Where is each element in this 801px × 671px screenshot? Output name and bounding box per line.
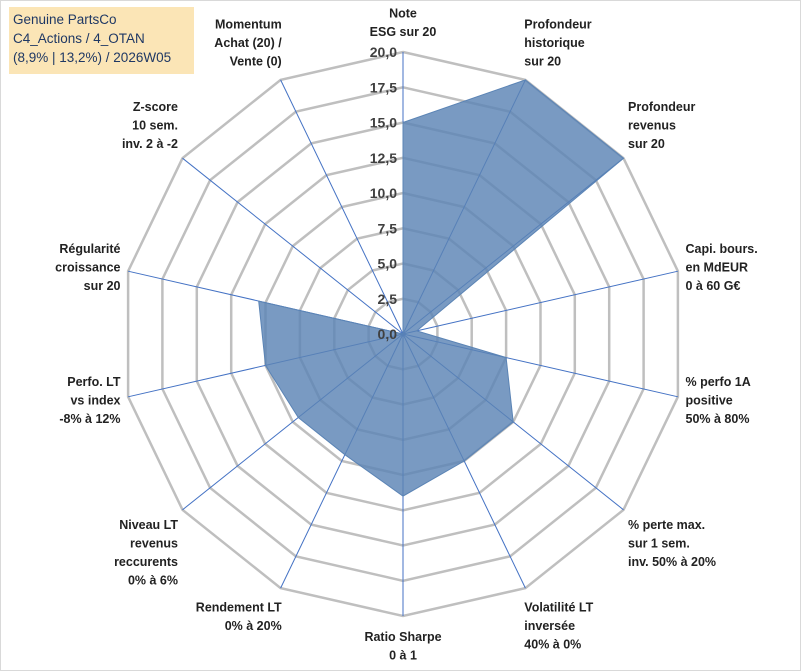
axis-label: Z-score 10 sem. inv. 2 à -2: [122, 100, 178, 151]
title-line-1: Genuine PartsCo: [13, 12, 117, 27]
series-point: [402, 122, 404, 123]
axis-label-line: 0 à 60 G€: [686, 279, 741, 293]
axis-label: Perfo. LT vs index -8% à 12%: [59, 375, 121, 426]
axis-label-line: croissance: [55, 261, 120, 275]
spoke-line: [402, 270, 679, 335]
axis-label-line: Régularité: [59, 242, 120, 256]
axis-label: % perte max. sur 1 sem. inv. 50% à 20%: [628, 518, 716, 569]
axis-label-line: reccurents: [114, 555, 178, 569]
title-line-3: (8,9% | 13,2%) / 2026W05: [13, 50, 172, 65]
tick-label: 2,5: [378, 291, 398, 307]
axis-label: Ratio Sharpe 0 à 1: [364, 630, 441, 663]
axis-label-line: positive: [686, 393, 733, 407]
axis-label: Volatilité LT inversée 40% à 0%: [524, 601, 593, 652]
axis-label: Rendement LT 0% à 20%: [196, 601, 282, 634]
series-point: [402, 495, 404, 497]
axis-label-line: Profondeur: [524, 18, 591, 32]
series-point: [512, 421, 514, 423]
series-point: [524, 79, 526, 81]
axis-label-line: 0% à 6%: [128, 573, 178, 587]
series-point: [402, 333, 404, 335]
axis-label-line: revenus: [130, 536, 178, 550]
axis-label-line: 50% à 80%: [686, 412, 750, 426]
axis-label-line: 0% à 20%: [225, 619, 282, 633]
tick-label: 7,5: [378, 220, 398, 236]
axis-label-line: 0 à 1: [389, 649, 417, 663]
axis-label-line: % perfo 1A: [686, 375, 751, 389]
spoke-line: [182, 157, 404, 335]
axis-label-line: -8% à 12%: [59, 412, 120, 426]
series-point: [416, 330, 418, 332]
axis-label-line: Achat (20) /: [214, 36, 282, 50]
axis-label: Momentum Achat (20) / Vente (0): [214, 18, 282, 69]
axis-label-line: sur 1 sem.: [628, 536, 690, 550]
tick-label: 12,5: [370, 150, 397, 166]
series-point: [463, 460, 465, 462]
tick-label: 0,0: [378, 326, 398, 342]
axis-label-line: historique: [524, 36, 584, 50]
axis-label-line: inv. 2 à -2: [122, 137, 178, 151]
axis-label-line: 40% à 0%: [524, 638, 581, 652]
axis-label-line: Ratio Sharpe: [364, 630, 441, 644]
axis-label-line: Rendement LT: [196, 601, 282, 615]
axis-label-line: inversée: [524, 619, 575, 633]
axis-label-line: inv. 50% à 20%: [628, 555, 716, 569]
axis-label-line: sur 20: [524, 55, 561, 69]
axis-label: Capi. bours. en MdEUR 0 à 60 G€: [686, 242, 758, 293]
axis-label-line: revenus: [628, 119, 676, 133]
axis-label-line: Profondeur: [628, 100, 695, 114]
tick-label: 15,0: [370, 115, 397, 131]
axis-label-line: Perfo. LT: [67, 375, 121, 389]
series-polygon: [258, 79, 625, 497]
series-point: [265, 364, 266, 366]
axis-labels: Note ESG sur 20 Profondeur historique sur 20…: [55, 7, 758, 663]
axis-label-line: Volatilité LT: [524, 601, 593, 615]
radial-tick-labels: 0,0 2,5 5,0 7,5 10,0 12,5 15,0 17,5 20,0: [370, 44, 397, 342]
spoke-line: [280, 79, 404, 335]
tick-label: 5,0: [378, 256, 398, 272]
radar-series: [258, 79, 625, 497]
series-point: [258, 300, 260, 302]
axis-label-line: en MdEUR: [686, 261, 749, 275]
series-point: [297, 417, 299, 418]
axis-label-line: sur 20: [84, 279, 121, 293]
axis-label-line: Vente (0): [230, 55, 282, 69]
axis-label: Note ESG sur 20: [370, 7, 437, 40]
axis-label-line: Capi. bours.: [686, 242, 758, 256]
tick-label: 17,5: [370, 79, 397, 95]
axis-label: Profondeur revenus sur 20: [628, 100, 695, 151]
axis-label: Niveau LT revenus reccurents 0% à 6%: [114, 518, 178, 588]
tick-label: 10,0: [370, 185, 397, 201]
axis-label-line: % perte max.: [628, 518, 705, 532]
tick-label: 20,0: [370, 44, 397, 60]
chart-title-box: Genuine PartsCo C4_Actions / 4_OTAN (8,9…: [9, 7, 194, 74]
axis-label-line: sur 20: [628, 137, 665, 151]
axis-label-line: 10 sem.: [132, 119, 178, 133]
axis-label-line: Niveau LT: [119, 518, 178, 532]
axis-label: Profondeur historique sur 20: [524, 18, 591, 69]
title-line-2: C4_Actions / 4_OTAN: [13, 31, 145, 46]
axis-label-line: Momentum: [215, 18, 282, 32]
series-point: [505, 357, 507, 358]
axis-label-line: Note: [389, 7, 417, 21]
series-point: [344, 454, 346, 456]
axis-label: Régularité croissance sur 20: [55, 242, 120, 293]
series-point: [623, 157, 624, 159]
axis-label-line: Z-score: [133, 100, 178, 114]
axis-label-line: vs index: [70, 393, 120, 407]
axis-label-line: ESG sur 20: [370, 25, 437, 39]
axis-label: % perfo 1A positive 50% à 80%: [686, 375, 751, 426]
